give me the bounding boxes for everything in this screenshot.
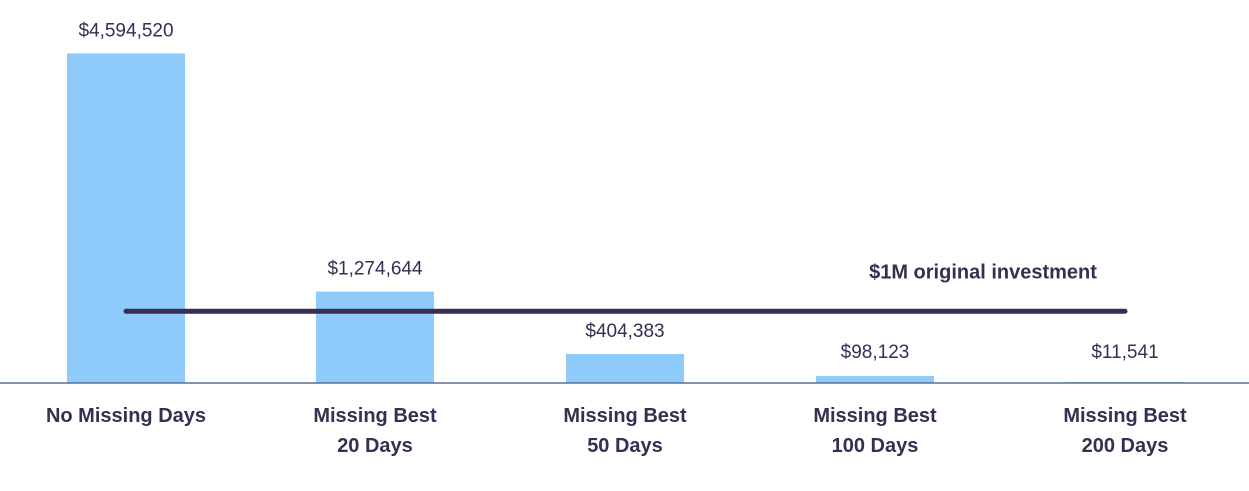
category-labels-group: No Missing Days Missing Best 20 DaysMissin… <box>46 405 1187 457</box>
category-label-3: Missing Best 100 Days <box>813 405 937 457</box>
category-label-0: No Missing Days <box>46 405 206 427</box>
bar-2 <box>566 353 684 383</box>
category-label-4: Missing Best 200 Days <box>1063 405 1187 457</box>
bar-1 <box>316 291 434 383</box>
value-label-4: $11,541 <box>1091 342 1158 363</box>
value-label-1: $1,274,644 <box>327 259 423 280</box>
bars-group <box>67 53 1184 384</box>
category-label-line: Missing Best <box>563 405 687 427</box>
category-label-line: Missing Best <box>1063 405 1187 427</box>
category-label-1: Missing Best 20 Days <box>313 405 437 457</box>
bar-0 <box>67 53 185 384</box>
value-labels-group: $4,594,520 $1,274,644 $404,383 $98,123 $11,5… <box>78 20 1158 363</box>
value-label-0: $4,594,520 <box>78 20 173 41</box>
reference-line-label: $1M original investment <box>869 261 1097 283</box>
bar-3 <box>816 375 934 383</box>
category-label-line: No Missing Days <box>46 405 206 427</box>
value-label-2: $404,383 <box>585 321 664 342</box>
category-label-line: Missing Best <box>313 405 437 427</box>
value-label-3: $98,123 <box>841 342 910 363</box>
category-label-line: 20 Days <box>337 435 413 457</box>
category-label-line: 50 Days <box>587 435 663 457</box>
category-label-2: Missing Best 50 Days <box>563 405 687 457</box>
category-label-line: 100 Days <box>832 435 919 457</box>
category-label-line: 200 Days <box>1082 435 1169 457</box>
category-label-line: Missing Best <box>813 405 937 427</box>
